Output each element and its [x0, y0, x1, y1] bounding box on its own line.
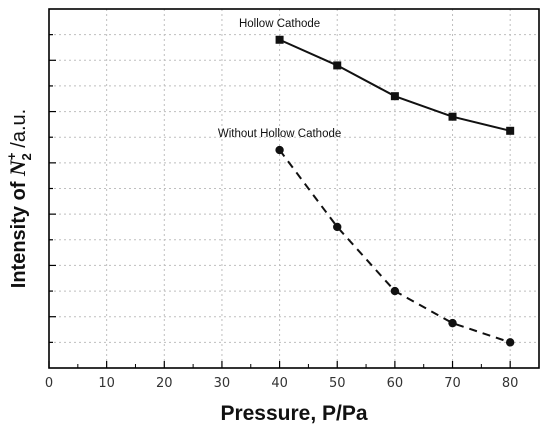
x-tick-label: 30: [214, 376, 231, 391]
data-point-circle: [390, 286, 400, 296]
x-tick-label: 10: [98, 376, 115, 391]
series-label: Hollow Cathode: [239, 18, 320, 30]
y-axis-title: Intensity of N+2 /a.u.: [4, 109, 34, 288]
y-axis-title-unit: /a.u.: [8, 109, 30, 153]
data-point-square: [448, 112, 457, 121]
x-axis-title: Pressure, P/Pa: [220, 402, 367, 425]
grid-lines: [49, 9, 539, 368]
y-axis-title-charge: +: [4, 152, 19, 160]
x-tick-label: 0: [45, 376, 53, 391]
x-tick-label: 50: [329, 376, 346, 391]
y-axis-title-species: N: [5, 159, 30, 177]
data-point-square: [506, 126, 515, 135]
y-axis-title-subscript: 2: [19, 153, 34, 160]
data-point-circle: [448, 318, 457, 328]
x-tick-label: 70: [444, 376, 461, 391]
series-line-without-hollow-cathode: [278, 149, 511, 344]
x-tick-label: 40: [271, 376, 288, 391]
data-point-circle: [333, 222, 342, 232]
axis-ticks: [48, 34, 511, 368]
x-tick-label: 20: [156, 376, 173, 391]
data-point-square: [333, 61, 342, 70]
data-point-circle: [275, 145, 284, 155]
x-tick-label: 80: [502, 376, 519, 391]
data-point-circle: [505, 338, 515, 347]
series-label: Without Hollow Cathode: [218, 128, 341, 140]
x-tick-label: 60: [387, 376, 404, 391]
label-layer: 0 10 20 30 40 50 60 70 80 Hollow Cathode Without H…: [45, 18, 519, 391]
series-layer: [275, 35, 515, 347]
data-point-square: [390, 92, 399, 101]
y-axis-title-prefix: Intensity of: [8, 176, 30, 288]
data-point-square: [275, 35, 284, 44]
